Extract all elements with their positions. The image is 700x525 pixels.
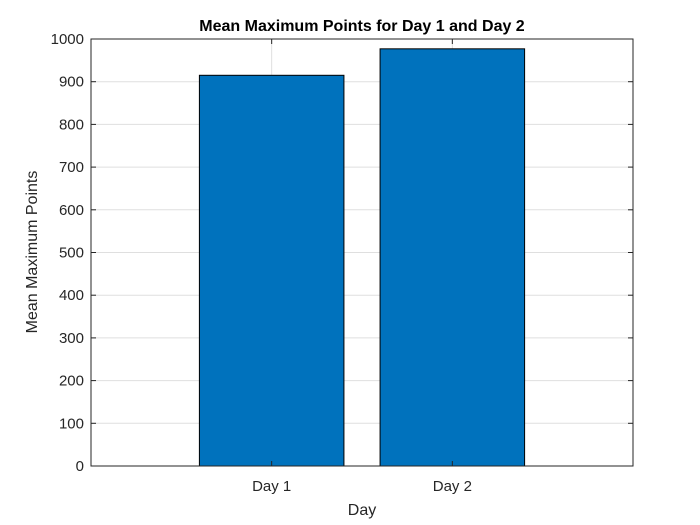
y-tick-label: 600: [59, 202, 84, 219]
y-tick-label: 800: [59, 116, 84, 133]
y-tick-label: 100: [59, 415, 84, 432]
x-tick-label: Day 2: [433, 478, 472, 495]
chart-title: Mean Maximum Points for Day 1 and Day 2: [199, 18, 525, 35]
x-axis-label: Day: [348, 502, 376, 519]
bar-1: [198, 74, 345, 467]
ticks: 0 100 200 300 400 500 600 700 800 900 1000 Day 1 Day…: [51, 31, 633, 495]
y-tick-label: 200: [59, 373, 84, 390]
y-tick-label: 900: [59, 74, 84, 91]
y-tick-label: 300: [59, 330, 84, 347]
x-tick-label: Day 1: [252, 478, 291, 495]
y-tick-label: 0: [76, 458, 84, 475]
y-tick-label: 1000: [51, 31, 84, 48]
y-tick-label: 700: [59, 159, 84, 176]
y-axis-label: Mean Maximum Points: [24, 171, 41, 334]
bars: [198, 48, 526, 467]
bar-2: [379, 48, 526, 467]
y-tick-label: 400: [59, 287, 84, 304]
y-tick-label: 500: [59, 245, 84, 262]
